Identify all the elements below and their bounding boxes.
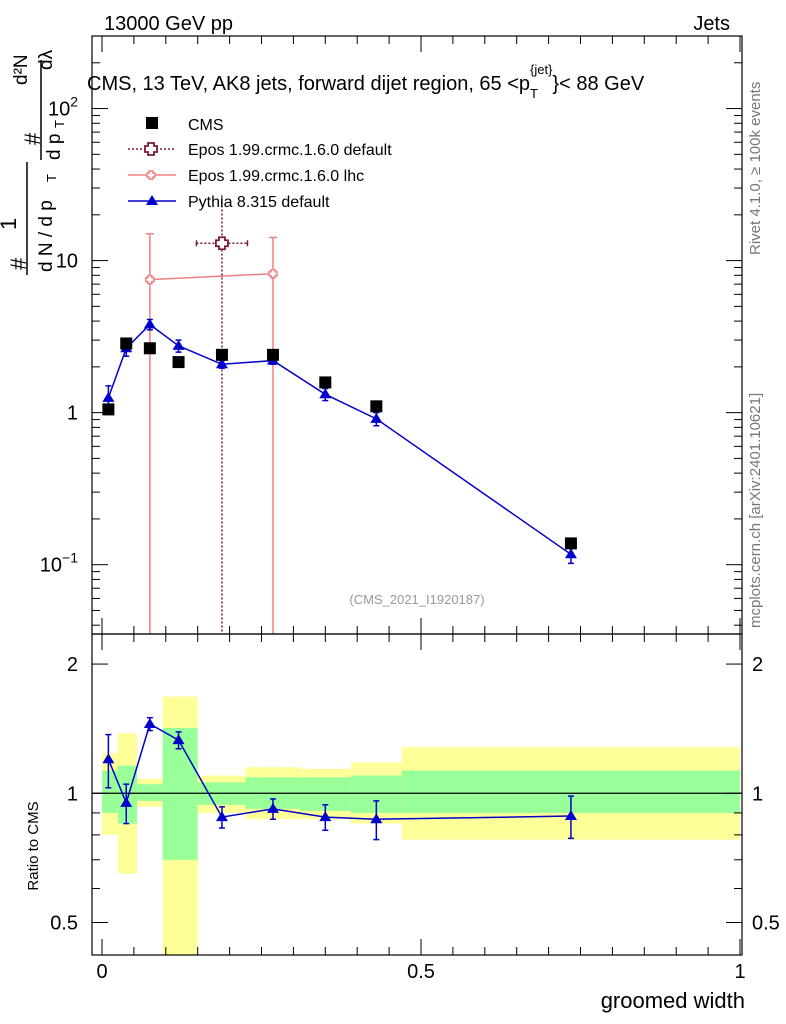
y-label-hash2: # [20, 132, 45, 145]
y-tick-label: 10−1 [40, 550, 78, 577]
ratio-pythia-point [120, 796, 133, 807]
ratio-y-tick-label: 0.5 [50, 912, 78, 934]
plot-title-superscript: {jet} [530, 62, 553, 77]
legend-marker-pythia [146, 195, 158, 205]
legend-label-cms: CMS [188, 117, 224, 134]
ratio-y-tick-label-right: 0.5 [752, 912, 780, 934]
y-tick-label: 1 [67, 403, 78, 425]
y-tick-label-base: 1 [67, 403, 78, 425]
ratio-pythia-point [370, 813, 383, 824]
pythia-point [172, 339, 185, 350]
y-label-dpt-dl: d p [44, 134, 65, 160]
epos-lhc-point [145, 274, 155, 285]
legend-marker-epos-lhc [146, 170, 156, 180]
pythia-point [564, 548, 577, 559]
ratio-pythia-point [319, 811, 332, 822]
analysis-id: (CMS_2021_I1920187) [349, 592, 484, 607]
plot-title: CMS, 13 TeV, AK8 jets, forward dijet reg… [87, 62, 645, 101]
y-tick-label: 10 [56, 251, 78, 273]
legend-label-epos-lhc: Epos 1.99.crmc.1.6.0 lhc [188, 168, 364, 185]
y-label-dn-dpt: d N / d p [36, 200, 57, 272]
x-axis-label: groomed width [601, 988, 745, 1013]
main-y-axis-label: # 1 d N / d p T # d²N d p T dλ [0, 49, 67, 275]
legend-entry-cms: CMS [146, 117, 224, 134]
cms-point [266, 348, 279, 361]
legend: CMS Epos 1.99.crmc.1.6.0 default Epos 1.… [128, 117, 392, 211]
cms-point [215, 348, 228, 361]
plot-title-end: }< 88 GeV [552, 73, 644, 95]
ratio-series-group [102, 716, 577, 841]
cms-point [120, 337, 133, 350]
x-tick-label: 0.5 [407, 961, 435, 983]
ratio-y-tick-label: 2 [67, 654, 78, 676]
ratio-y-tick-label-right: 1 [752, 783, 763, 805]
rivet-label: Rivet 4.1.0, ≥ 100k events [747, 82, 764, 255]
y-tick-label: 102 [48, 94, 78, 121]
pythia-point [370, 412, 383, 423]
plot-frames [91, 35, 743, 956]
ratio-pythia-point [564, 810, 577, 821]
y-label-dlambda: dλ [36, 49, 57, 70]
legend-entry-epos-lhc: Epos 1.99.crmc.1.6.0 lhc [128, 168, 364, 185]
epos-default-point [215, 236, 229, 251]
legend-label-pythia: Pythia 8.315 default [188, 194, 330, 211]
main-series-group [102, 197, 577, 634]
mcplots-label: mcplots.cern.ch [arXiv:2401.10621] [747, 393, 764, 628]
ratio-uncertainty-bands [102, 696, 740, 955]
legend-entry-epos-default: Epos 1.99.crmc.1.6.0 default [128, 142, 392, 159]
ratio-y-tick-label: 1 [67, 783, 78, 805]
plot-title-main: CMS, 13 TeV, AK8 jets, forward dijet reg… [87, 73, 530, 95]
plot-title-subscript: T [530, 86, 538, 101]
ratio-pythia-point [102, 753, 115, 764]
y-tick-label-exp: −1 [62, 550, 78, 566]
legend-label-epos-default: Epos 1.99.crmc.1.6.0 default [188, 142, 392, 159]
legend-marker-cms [146, 117, 158, 129]
ratio-pythia-point [172, 734, 185, 745]
pythia-point [102, 391, 115, 402]
epos-lhc-line [149, 272, 274, 281]
x-tick-label: 0 [96, 961, 107, 983]
ratio-panel-frame [91, 633, 743, 956]
pythia-point [319, 388, 332, 399]
cms-point [564, 537, 577, 550]
y-tick-label-base: 10 [48, 99, 70, 121]
y-tick-label-base: 10 [56, 251, 78, 273]
ratio-y-axis-label: Ratio to CMS [25, 801, 42, 890]
cms-point [370, 400, 383, 413]
ratio-pythia-point [143, 718, 156, 729]
ratio-pythia-point [215, 811, 228, 822]
y-label-one: 1 [0, 218, 21, 230]
energy-label: 13000 GeV pp [104, 13, 233, 35]
y-label-d2n: d²N [11, 54, 32, 85]
ratio-y-tick-label-right: 2 [752, 654, 763, 676]
cms-point [143, 342, 156, 355]
pythia-point [143, 318, 156, 329]
ratio-band-green [137, 784, 163, 801]
category-label: Jets [693, 13, 730, 35]
cms-point [172, 356, 185, 369]
y-label-hash: # [6, 257, 31, 270]
cms-point [102, 403, 115, 416]
legend-entry-pythia: Pythia 8.315 default [128, 194, 330, 211]
legend-marker-epos-default [144, 142, 158, 156]
pythia-point [215, 358, 228, 369]
y-label-sub-t1: T [44, 174, 59, 182]
ratio-band-green [102, 770, 118, 813]
y-label-sub-t2: T [52, 120, 67, 128]
cms-point [319, 376, 332, 389]
y-tick-label-exp: 2 [70, 94, 78, 110]
x-tick-label: 1 [734, 961, 745, 983]
ratio-pythia-point [266, 802, 279, 813]
y-tick-label-base: 10 [40, 555, 62, 577]
epos-lhc-point [268, 268, 278, 279]
